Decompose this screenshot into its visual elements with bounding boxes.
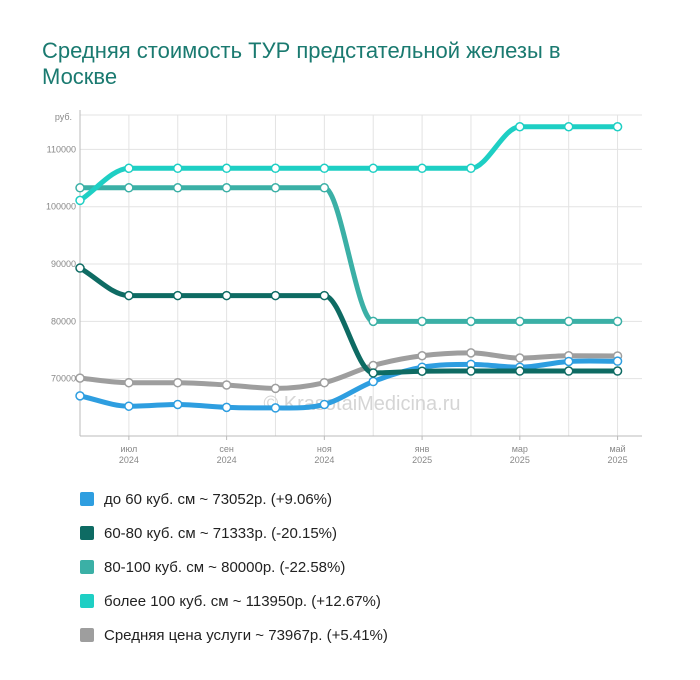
data-point[interactable] <box>515 366 525 376</box>
x-tick-month: сен <box>219 444 234 454</box>
data-point[interactable] <box>319 183 330 193</box>
data-point[interactable] <box>466 348 476 358</box>
legend-label: до 60 куб. см ~ 73052р. (+9.06%) <box>104 490 333 508</box>
legend-swatch <box>80 560 94 574</box>
legend-swatch <box>80 594 94 608</box>
x-tick-month: июл <box>120 444 137 454</box>
data-point[interactable] <box>75 195 85 206</box>
data-point[interactable] <box>563 356 574 367</box>
chart-title: Средняя стоимость ТУР предстательной жел… <box>42 38 561 89</box>
data-point[interactable] <box>75 183 85 193</box>
data-point[interactable] <box>124 401 134 411</box>
data-point[interactable] <box>319 290 330 301</box>
data-point[interactable] <box>221 290 232 301</box>
legend-label: 80-100 куб. см ~ 80000р. (-22.58%) <box>104 558 346 576</box>
legend-item[interactable]: 60-80 куб. см ~ 71333р. (-20.15%) <box>80 516 388 550</box>
legend-item[interactable]: 80-100 куб. см ~ 80000р. (-22.58%) <box>80 550 388 584</box>
axes: 700008000090000100000110000июл2024сен202… <box>46 110 642 465</box>
data-point[interactable] <box>270 163 281 174</box>
data-point[interactable] <box>563 366 574 376</box>
data-point[interactable] <box>612 366 623 376</box>
x-tick-month: ноя <box>317 444 332 454</box>
data-point[interactable] <box>270 290 281 301</box>
data-point[interactable] <box>515 316 525 327</box>
x-tick-year: 2024 <box>217 455 237 465</box>
x-tick-month: мар <box>512 444 528 454</box>
x-tick-month: янв <box>415 444 430 454</box>
data-point[interactable] <box>172 377 183 388</box>
data-point[interactable] <box>221 380 232 390</box>
x-tick-month: май <box>609 444 625 454</box>
legend-label: 60-80 куб. см ~ 71333р. (-20.15%) <box>104 524 338 542</box>
legend-label: Средняя цена услуги ~ 73967р. (+5.41%) <box>104 626 388 644</box>
data-point[interactable] <box>417 366 427 376</box>
data-point[interactable] <box>417 163 427 174</box>
data-point[interactable] <box>417 316 427 327</box>
data-point[interactable] <box>466 163 476 174</box>
data-point[interactable] <box>172 290 183 301</box>
data-point[interactable] <box>221 163 232 174</box>
data-point[interactable] <box>515 353 525 363</box>
data-point[interactable] <box>75 391 85 401</box>
y-tick-label: 110000 <box>47 144 76 154</box>
legend-item[interactable]: до 60 куб. см ~ 73052р. (+9.06%) <box>80 482 388 516</box>
series-line <box>77 185 621 324</box>
data-point[interactable] <box>417 351 427 361</box>
data-point[interactable] <box>172 183 183 193</box>
x-tick-year: 2025 <box>510 455 530 465</box>
data-point[interactable] <box>172 163 183 174</box>
data-point[interactable] <box>368 316 378 327</box>
data-point[interactable] <box>270 403 281 413</box>
series-1 <box>75 263 623 378</box>
data-point[interactable] <box>563 316 574 327</box>
legend-swatch <box>80 526 94 540</box>
data-point[interactable] <box>319 163 330 174</box>
y-tick-label: 90000 <box>51 259 76 269</box>
series-3 <box>75 122 623 206</box>
data-point[interactable] <box>319 399 330 410</box>
data-point[interactable] <box>368 376 378 387</box>
data-point[interactable] <box>221 402 232 413</box>
legend: до 60 куб. см ~ 73052р. (+9.06%) 60-80 ку… <box>80 482 388 652</box>
data-point[interactable] <box>172 399 183 410</box>
data-point[interactable] <box>612 356 623 366</box>
legend-swatch <box>80 492 94 506</box>
data-point[interactable] <box>612 316 623 327</box>
data-point[interactable] <box>124 290 134 301</box>
series-2 <box>75 183 623 327</box>
data-point[interactable] <box>515 122 525 132</box>
data-point[interactable] <box>124 183 134 193</box>
x-tick-year: 2025 <box>412 455 432 465</box>
x-tick-year: 2024 <box>119 455 139 465</box>
data-point[interactable] <box>221 183 232 193</box>
y-tick-label: 100000 <box>46 202 76 212</box>
y-tick-label: 80000 <box>51 316 76 326</box>
watermark: © KrasotaiMedicina.ru <box>263 393 460 415</box>
data-point[interactable] <box>319 377 330 388</box>
x-tick-year: 2025 <box>608 455 628 465</box>
data-point[interactable] <box>563 122 574 132</box>
data-point[interactable] <box>368 368 378 378</box>
data-point[interactable] <box>466 316 476 327</box>
data-point[interactable] <box>612 122 623 132</box>
y-tick-label: 70000 <box>51 374 76 384</box>
legend-item[interactable]: Средняя цена услуги ~ 73967р. (+5.41%) <box>80 618 388 652</box>
data-point[interactable] <box>368 163 378 174</box>
x-tick-year: 2024 <box>314 455 334 465</box>
data-point[interactable] <box>466 366 476 376</box>
data-point[interactable] <box>124 163 134 174</box>
line-chart: © KrasotaiMedicina.ru руб. 70000 80000 900… <box>46 110 642 465</box>
series-0 <box>75 356 623 413</box>
data-point[interactable] <box>75 373 85 383</box>
legend-label: более 100 куб. см ~ 113950р. (+12.67%) <box>104 592 381 610</box>
series-group <box>75 122 623 413</box>
data-point[interactable] <box>124 377 134 388</box>
data-point[interactable] <box>75 263 85 273</box>
legend-swatch <box>80 628 94 642</box>
legend-item[interactable]: более 100 куб. см ~ 113950р. (+12.67%) <box>80 584 388 618</box>
y-axis-label: руб. <box>55 112 72 122</box>
data-point[interactable] <box>270 183 281 193</box>
data-point[interactable] <box>270 383 281 394</box>
